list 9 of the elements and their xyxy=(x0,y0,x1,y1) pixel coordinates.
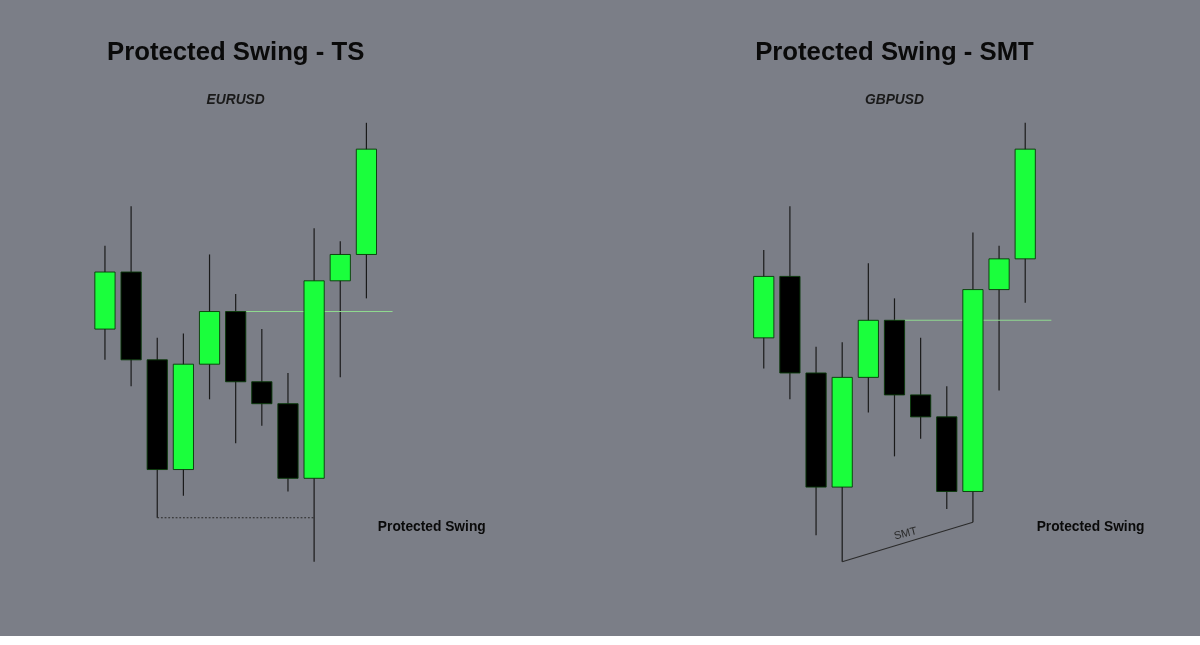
annotation: Protected Swing xyxy=(1036,519,1145,535)
chart-subtitle: GBPUSD xyxy=(865,91,924,107)
candlestick xyxy=(910,337,932,440)
text: SMT xyxy=(892,524,919,542)
annotation: Protected Swing xyxy=(377,519,486,535)
chart-title: Protected Swing - TS xyxy=(107,36,365,65)
candlestick xyxy=(251,328,273,427)
chart-subtitle: EURUSD xyxy=(206,91,265,107)
chart-title: Protected Swing - SMT xyxy=(755,36,1035,65)
